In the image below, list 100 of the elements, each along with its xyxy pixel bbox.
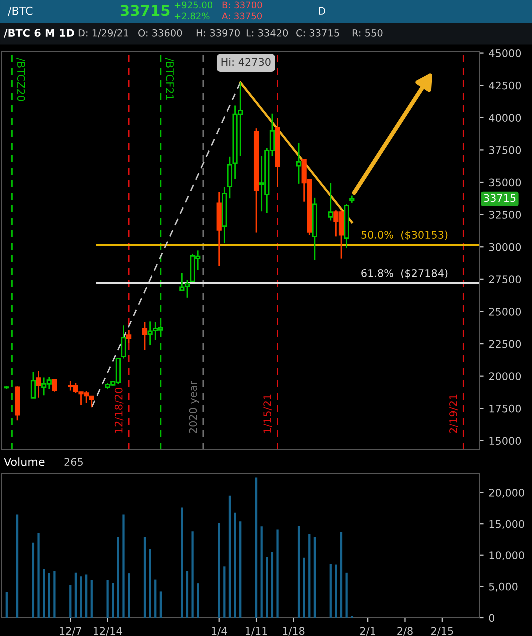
bar bbox=[346, 572, 348, 618]
candlestick bbox=[121, 324, 126, 360]
bar bbox=[6, 592, 8, 618]
bar bbox=[32, 542, 35, 618]
bar bbox=[303, 558, 306, 618]
ref-line-label: 2020 year bbox=[189, 381, 200, 434]
bar bbox=[106, 580, 109, 618]
x-tick-label: 1/4 bbox=[212, 627, 228, 636]
bar bbox=[308, 534, 311, 618]
y-tick-label: 17500 bbox=[490, 404, 522, 413]
bar bbox=[149, 549, 152, 618]
chart-title: Volume bbox=[4, 458, 45, 466]
y-tick-label: 35000 bbox=[489, 178, 522, 187]
bar bbox=[38, 533, 40, 618]
candlestick bbox=[36, 370, 42, 399]
y-tick-label: 20,000 bbox=[489, 489, 524, 498]
y-tick-label: 30000 bbox=[489, 243, 522, 252]
candlestick bbox=[227, 156, 233, 200]
text: O: 33600 bbox=[138, 29, 182, 37]
bar bbox=[314, 537, 316, 618]
text: D: 1/29/21 bbox=[78, 29, 128, 38]
candlestick bbox=[296, 142, 302, 185]
text: C: 33715 bbox=[296, 29, 340, 37]
x-tick-label: 12/7 bbox=[60, 627, 82, 636]
ref-line-label: 61.8% ($27184) bbox=[362, 269, 448, 279]
bar bbox=[117, 537, 120, 618]
bar bbox=[330, 564, 332, 618]
bar bbox=[154, 580, 157, 618]
bar bbox=[197, 584, 200, 618]
bar bbox=[90, 580, 93, 618]
ref-line-label: 12/18/20 bbox=[114, 388, 124, 433]
text: H: 33970 bbox=[196, 29, 240, 37]
ref-line-label: /BTCZ20 bbox=[16, 58, 26, 102]
candlestick bbox=[52, 378, 58, 393]
text: 33715 bbox=[120, 5, 170, 16]
bar bbox=[234, 512, 236, 618]
text: L: 33420 bbox=[246, 29, 288, 37]
bar bbox=[144, 537, 146, 618]
bar bbox=[240, 522, 242, 618]
y-tick-label: 37500 bbox=[489, 146, 522, 154]
y-tick-label: 15000 bbox=[490, 437, 522, 446]
ref-line-label: 2/19/21 bbox=[450, 394, 458, 434]
bar bbox=[70, 585, 72, 618]
text: B: 33700 bbox=[222, 2, 262, 9]
bar bbox=[54, 571, 56, 618]
y-tick-label: 32500 bbox=[489, 211, 522, 219]
bar bbox=[335, 564, 338, 618]
annotation: Hi: 42730 bbox=[222, 58, 271, 66]
ref-line-label: /BTCF21 bbox=[165, 58, 174, 100]
chart-title: /BTC 6 M 1D bbox=[4, 29, 74, 38]
text: D bbox=[319, 7, 326, 15]
text: 33715 bbox=[484, 194, 516, 202]
y-tick-label: 15,000 bbox=[490, 520, 524, 530]
bar bbox=[271, 552, 274, 618]
bar bbox=[192, 532, 194, 618]
y-tick-label: 25000 bbox=[489, 308, 522, 316]
bar bbox=[43, 569, 46, 618]
ref-line-label: 50.0% ($30153) bbox=[362, 230, 448, 240]
bar bbox=[48, 574, 50, 618]
candlestick bbox=[328, 182, 334, 222]
text: +2.82% bbox=[174, 12, 210, 20]
bar bbox=[128, 574, 130, 618]
bar bbox=[266, 557, 268, 618]
y-tick-label: 22500 bbox=[489, 340, 522, 348]
bar bbox=[181, 508, 184, 618]
bar bbox=[260, 526, 263, 618]
text: /BTC bbox=[8, 6, 33, 16]
y-tick-label: 5,000 bbox=[489, 582, 518, 592]
y-tick-label: 10,000 bbox=[490, 552, 524, 561]
candlestick bbox=[184, 279, 190, 299]
bar bbox=[228, 496, 232, 618]
x-tick-label: 2/15 bbox=[431, 627, 454, 636]
text: R: 550 bbox=[352, 29, 383, 37]
bar bbox=[218, 523, 220, 618]
bar bbox=[255, 478, 258, 618]
y-tick-label: 45000 bbox=[489, 50, 522, 58]
bar bbox=[298, 526, 300, 618]
bar bbox=[186, 571, 189, 618]
y-tick-label: 0 bbox=[489, 614, 495, 622]
bar bbox=[80, 576, 82, 618]
text: A: 33750 bbox=[222, 12, 262, 20]
x-tick-label: 12/14 bbox=[94, 627, 122, 636]
candlestick bbox=[30, 371, 36, 400]
bar bbox=[160, 592, 162, 618]
y-tick-label: 20000 bbox=[489, 372, 522, 380]
y-tick-label: 40000 bbox=[489, 114, 522, 122]
bar bbox=[276, 530, 279, 618]
x-tick-label: 1/18 bbox=[283, 627, 305, 636]
bar bbox=[122, 514, 125, 618]
x-tick-label: 2/8 bbox=[398, 627, 413, 636]
candlestick bbox=[126, 330, 132, 344]
y-tick-label: 27500 bbox=[489, 276, 522, 284]
x-tick-label: 2/1 bbox=[360, 627, 376, 636]
bar bbox=[16, 514, 19, 618]
candlestick bbox=[180, 272, 185, 292]
text: +925.00 bbox=[174, 2, 213, 9]
candlestick bbox=[142, 322, 148, 351]
bar bbox=[340, 532, 343, 618]
x-tick-label: 1/11 bbox=[246, 627, 268, 636]
bar bbox=[224, 566, 226, 618]
